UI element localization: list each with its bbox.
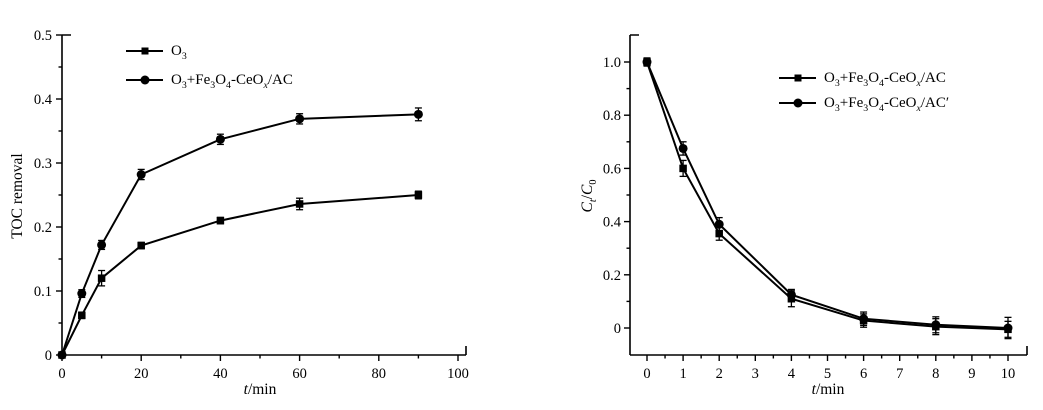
y-tick-label: 0.4 (34, 92, 53, 108)
x-tick-label: 10 (1001, 366, 1016, 382)
legend-label: O3+Fe3O4-CeOx/AC (171, 71, 293, 91)
square-marker-icon (141, 47, 148, 55)
tick-labels: 0 1 2 3 4 5 6 7 8 9 10 0 0.2 0.4 0.6 0.8 1.0 (603, 55, 1015, 382)
legend-label: O3+Fe3O4-CeOx/AC′ (824, 94, 950, 114)
x-tick-label: 8 (932, 366, 939, 382)
legend-item: O3+Fe3O4-CeOx/AC (779, 67, 949, 89)
ticks (56, 34, 459, 361)
y-tick-label: 0.6 (603, 161, 621, 177)
legend: O3 O3+Fe3O4-CeOx/AC (126, 40, 293, 91)
x-tick-label: 60 (292, 366, 307, 382)
y-tick-label: 0 (45, 348, 52, 364)
legend-line-sample (126, 47, 163, 55)
legend-line-sample (126, 75, 163, 85)
legend-item: O3 (126, 40, 293, 62)
y-tick-label: 0.1 (34, 284, 52, 300)
axes (61, 34, 467, 356)
ct-c0-chart-panel: 0 1 2 3 4 5 6 7 8 9 10 0 0.2 0.4 0.6 0.8 1.0 t/min Ct/C0… (520, 0, 1043, 410)
x-axis-label: t/min (811, 381, 845, 398)
legend-line-sample (779, 98, 816, 108)
legend-label: O3+Fe3O4-CeOx/AC (824, 69, 946, 89)
y-tick-label: 0.2 (34, 220, 52, 236)
x-tick-label: 2 (716, 366, 723, 382)
x-tick-label: 80 (372, 366, 387, 382)
x-tick-label: 7 (896, 366, 903, 382)
x-tick-label: 3 (752, 366, 759, 382)
series-1-circle (642, 57, 1013, 340)
x-tick-label: 20 (134, 366, 149, 382)
x-tick-label: 100 (447, 366, 469, 382)
x-tick-label: 9 (968, 366, 975, 382)
legend-label: O3 (171, 42, 187, 62)
circle-marker-icon (793, 98, 802, 108)
x-tick-label: 6 (860, 366, 867, 382)
y-axis-label: TOC removal (9, 153, 26, 239)
series-1-circle (57, 107, 423, 360)
x-tick-label: 5 (824, 366, 831, 382)
ticks (624, 61, 1009, 361)
x-tick-label: 40 (213, 366, 228, 382)
series-line (61, 113, 419, 356)
y-tick-label: 1.0 (603, 55, 621, 71)
x-tick-label: 0 (643, 366, 650, 382)
legend-item: O3+Fe3O4-CeOx/AC′ (779, 92, 949, 114)
ct-c0-chart-svg: 0 1 2 3 4 5 6 7 8 9 10 0 0.2 0.4 0.6 0.8 1.0 (603, 34, 1028, 382)
toc-removal-chart-panel: 0 20 40 60 80 100 0 0.1 0.2 0.3 0.4 0.5 t/min TOC r… (0, 0, 520, 410)
y-tick-label: 0.5 (34, 28, 52, 44)
square-marker-icon (794, 74, 801, 82)
circle-markers (57, 109, 423, 360)
series-0-square (58, 190, 423, 359)
y-tick-label: 0 (614, 321, 621, 337)
circle-marker-icon (140, 75, 149, 85)
x-tick-label: 0 (58, 366, 65, 382)
y-tick-label: 0.8 (603, 108, 621, 124)
x-tick-label: 1 (679, 366, 686, 382)
toc-removal-chart-svg: 0 20 40 60 80 100 0 0.1 0.2 0.3 0.4 0.5 (34, 28, 469, 382)
error-bars (78, 107, 422, 299)
y-tick-label: 0.2 (603, 268, 621, 284)
circle-markers (642, 57, 1013, 333)
legend-item: O3+Fe3O4-CeOx/AC (126, 69, 293, 91)
y-tick-label: 0.3 (34, 156, 52, 172)
x-axis-label: t/min (243, 381, 277, 398)
legend-line-sample (779, 74, 816, 82)
x-tick-label: 4 (788, 366, 796, 382)
y-tick-label: 0.4 (603, 215, 622, 231)
y-axis-label: Ct/C0 (579, 179, 600, 213)
legend: O3+Fe3O4-CeOx/AC O3+Fe3O4-CeOx/AC′ (779, 67, 949, 114)
tick-labels: 0 20 40 60 80 100 0 0.1 0.2 0.3 0.4 0.5 (34, 28, 469, 382)
